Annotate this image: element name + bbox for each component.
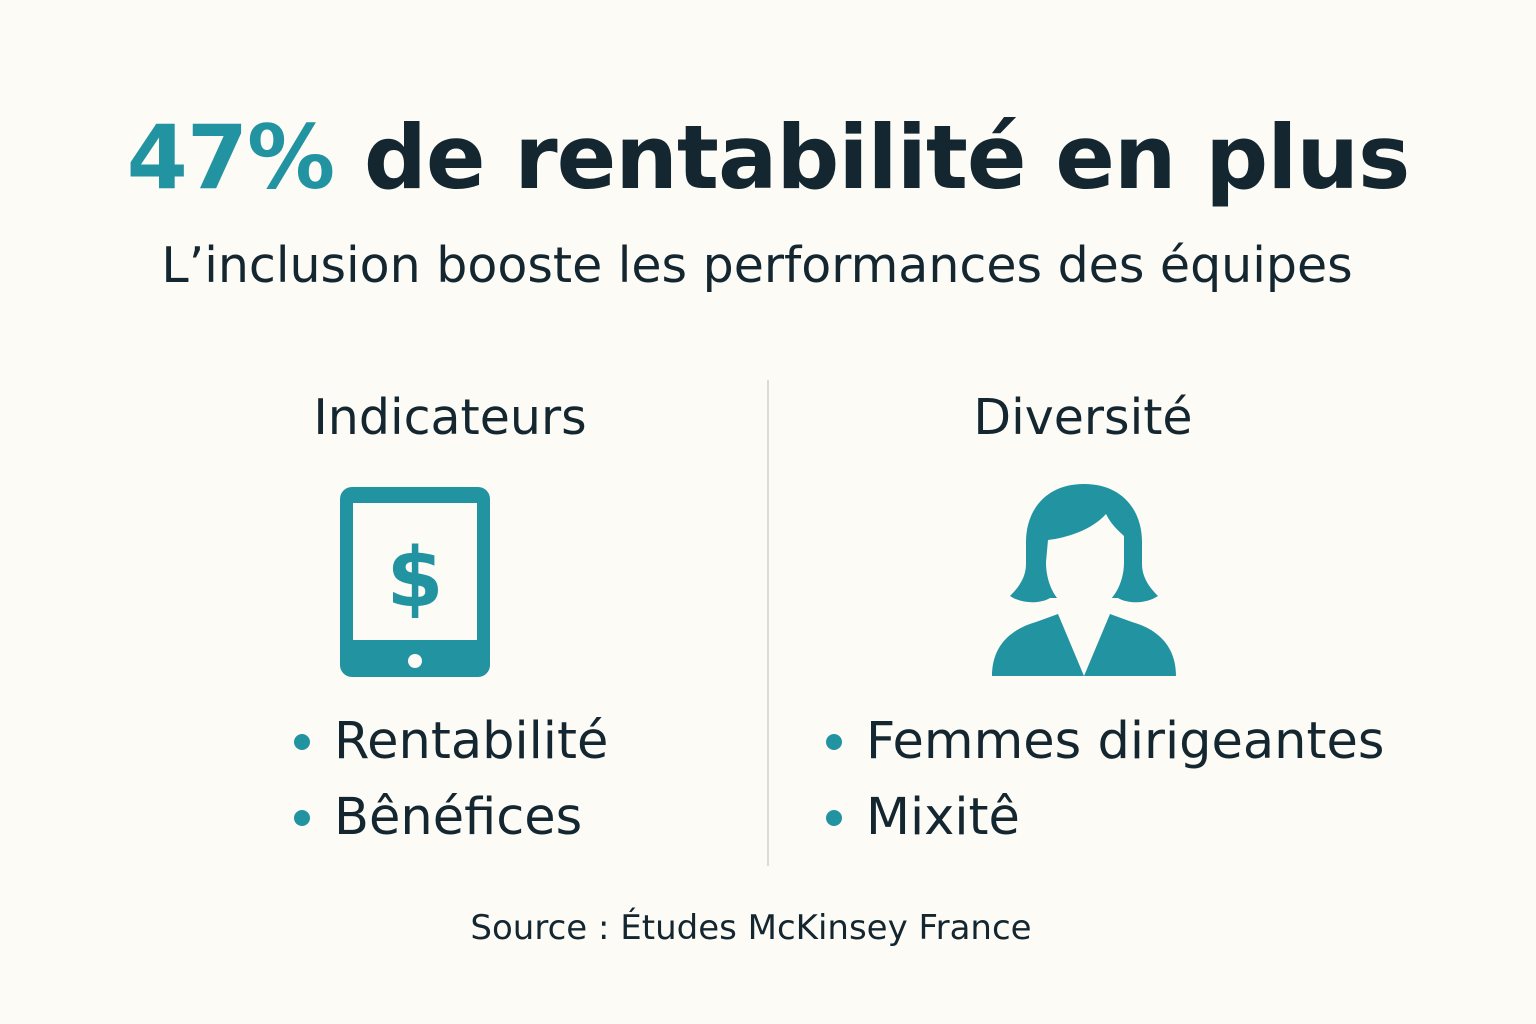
list-item: Femmes dirigeantes [826,704,1384,780]
list-item: Rentabilité [294,704,608,780]
diversite-list: Femmes dirigeantes Mixitê [826,704,1384,856]
bullet-dot-icon [294,810,310,826]
bullet-dot-icon [294,734,310,750]
woman-person-icon [988,480,1180,680]
tablet-dollar-icon: $ [336,484,494,680]
dollar-sign-glyph: $ [386,531,443,626]
column-divider [767,380,769,866]
list-item-label: Bênéfices [334,788,583,847]
subtitle: L’inclusion booste les performances des … [161,237,1353,294]
source-note: Source : Études McKinsey France [470,908,1032,948]
column-title-diversite: Diversité [973,389,1193,446]
list-item-label: Mixitê [866,788,1020,847]
bullet-dot-icon [826,734,842,750]
column-title-indicateurs: Indicateurs [313,389,587,446]
indicateurs-list: Rentabilité Bênéfices [294,704,608,856]
bullet-dot-icon [826,810,842,826]
headline-percentage: 47% [126,106,336,209]
list-item: Bênéfices [294,780,608,856]
headline-text: de rentabilité en plus [363,106,1411,209]
list-item-label: Femmes dirigeantes [866,712,1385,771]
list-item-label: Rentabilité [334,712,609,771]
headline: 47% de rentabilité en plus [0,108,1536,208]
list-item: Mixitê [826,780,1384,856]
